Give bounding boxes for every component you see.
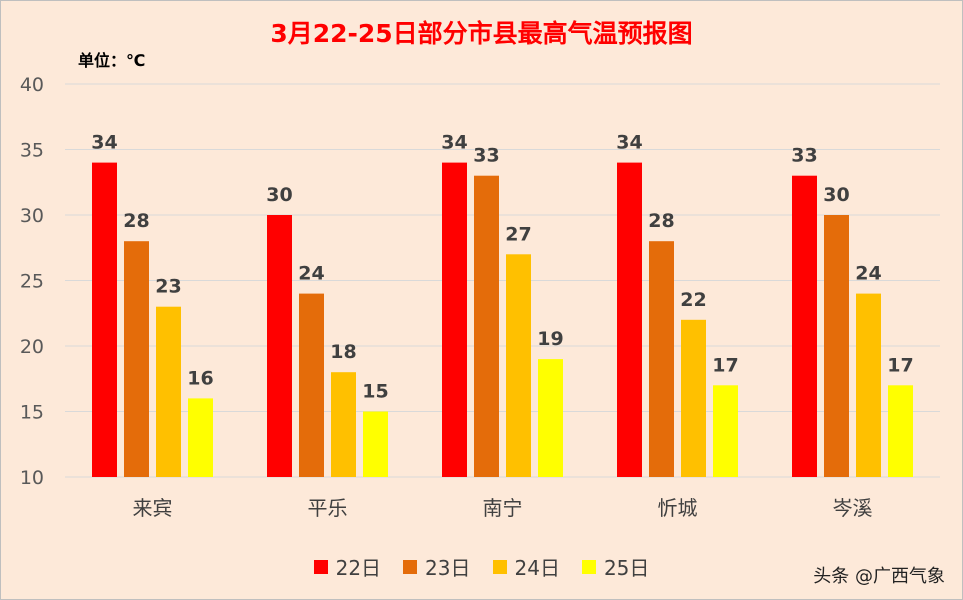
x-category-label: 平乐	[308, 496, 348, 520]
data-label: 34	[441, 132, 467, 154]
y-tick-label: 40	[20, 74, 44, 96]
data-label: 28	[123, 210, 149, 232]
bar	[617, 162, 642, 477]
data-labels: 34 28 23 16 30 24 18 15 34 33 27 19 34 28 22 17 33 30 24 17	[91, 132, 913, 403]
legend-item: 24日	[492, 552, 560, 581]
legend-label: 25日	[603, 556, 650, 580]
unit-label: 单位：℃	[78, 51, 146, 70]
y-axis-ticks: 10 15 20 25 30 35 40	[20, 74, 44, 489]
x-category-label: 南宁	[483, 496, 523, 520]
bar	[506, 254, 531, 477]
data-label: 18	[330, 341, 356, 363]
data-label: 33	[473, 145, 499, 167]
legend-swatch	[403, 559, 418, 574]
legend-swatch	[581, 559, 596, 574]
y-tick-label: 30	[20, 205, 44, 227]
legend-label: 22日	[335, 556, 382, 580]
y-tick-label: 25	[20, 271, 44, 293]
bars	[92, 162, 913, 477]
y-tick-label: 20	[20, 336, 44, 358]
x-category-label: 忻城	[658, 496, 698, 520]
data-label: 30	[266, 184, 292, 206]
data-label: 15	[362, 381, 388, 403]
x-axis-categories: 来宾 平乐 南宁 忻城 岑溪	[133, 496, 873, 520]
bar	[649, 241, 674, 477]
chart-title: 3月22-25日部分市县最高气温预报图	[270, 19, 693, 48]
data-label: 24	[855, 263, 881, 285]
data-label: 16	[187, 367, 213, 389]
legend-item: 23日	[403, 552, 471, 581]
data-label: 17	[887, 354, 913, 376]
data-label: 33	[791, 145, 817, 167]
y-tick-label: 15	[20, 402, 44, 424]
bar	[156, 306, 181, 477]
legend-item: 22日	[313, 552, 382, 581]
y-tick-label: 35	[20, 140, 44, 162]
bar	[92, 162, 117, 477]
y-tick-label: 10	[20, 467, 44, 489]
data-label: 17	[712, 354, 738, 376]
data-label: 19	[537, 328, 563, 350]
bar	[124, 241, 149, 477]
bar	[267, 215, 292, 477]
data-label: 30	[823, 184, 849, 206]
legend-swatch	[492, 559, 507, 574]
legend-swatch	[313, 559, 328, 574]
legend-label: 24日	[514, 556, 560, 580]
data-label: 23	[155, 276, 181, 298]
data-label: 28	[648, 210, 674, 232]
legend: 22日 23日 24日 25日	[0, 552, 963, 581]
bar	[713, 385, 738, 477]
bar	[331, 372, 356, 477]
bar	[888, 385, 913, 477]
bar	[792, 175, 817, 477]
data-label: 34	[91, 132, 117, 154]
watermark: 头条 @广西气象	[813, 566, 945, 587]
bar	[299, 293, 324, 477]
bar	[474, 175, 499, 477]
bar	[188, 398, 213, 477]
data-label: 27	[505, 223, 531, 245]
bar	[856, 293, 881, 477]
bar	[681, 319, 706, 477]
x-category-label: 来宾	[133, 496, 173, 520]
data-label: 24	[298, 263, 324, 285]
x-category-label: 岑溪	[833, 496, 873, 520]
data-label: 22	[680, 289, 706, 311]
legend-item: 25日	[581, 552, 650, 581]
bar	[538, 359, 563, 477]
data-label: 34	[616, 132, 642, 154]
bar	[442, 162, 467, 477]
legend-label: 23日	[425, 556, 471, 580]
bar	[363, 411, 388, 477]
bar	[824, 215, 849, 477]
